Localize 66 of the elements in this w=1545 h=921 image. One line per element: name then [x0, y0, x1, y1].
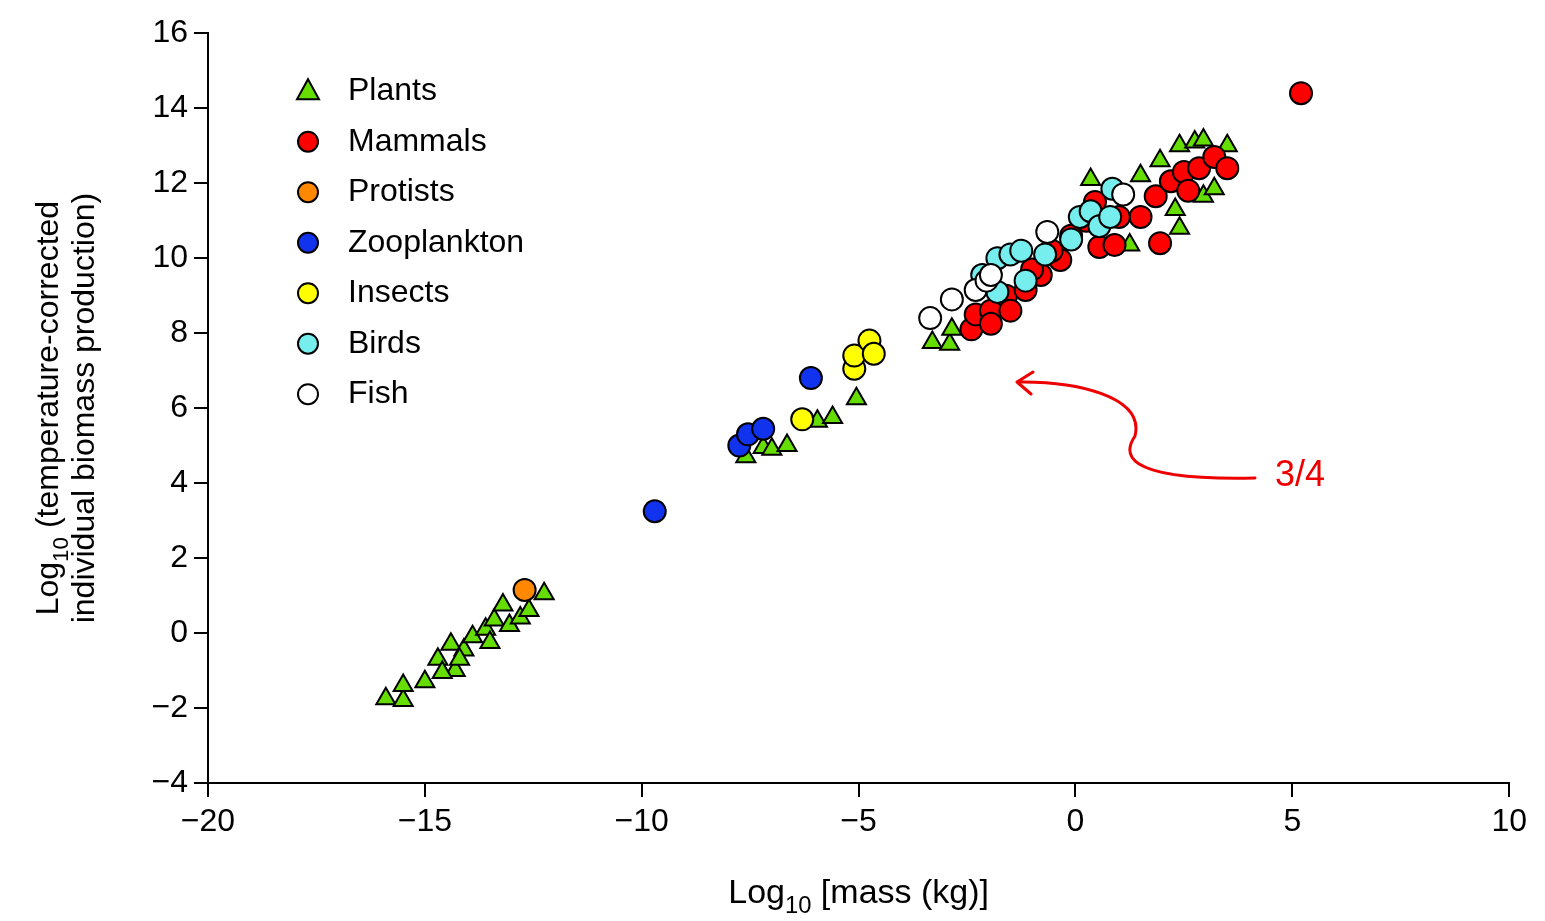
point	[1033, 242, 1058, 267]
point	[1143, 184, 1168, 209]
y-tick-label: 16	[152, 13, 188, 50]
point	[822, 405, 844, 424]
point	[479, 630, 501, 649]
x-tick-label: −5	[840, 802, 877, 839]
point	[939, 287, 964, 312]
point	[978, 311, 1003, 336]
y-tick-label: 14	[152, 88, 188, 125]
point	[918, 306, 943, 331]
point	[761, 437, 783, 456]
y-tick-label: −2	[151, 687, 188, 724]
y-tick-label: 12	[152, 162, 188, 199]
x-tick-label: 10	[1491, 802, 1527, 839]
point	[518, 598, 540, 618]
point	[776, 433, 798, 453]
x-tick-label: 5	[1283, 802, 1302, 839]
point	[751, 416, 776, 441]
point	[845, 386, 867, 406]
point	[1176, 178, 1201, 203]
y-tick-label: 4	[170, 462, 188, 499]
x-tick-label: 0	[1066, 802, 1085, 839]
y-tick-label: 6	[170, 387, 188, 424]
point	[1098, 204, 1123, 229]
point	[431, 660, 453, 679]
point	[1215, 156, 1240, 181]
point	[1187, 156, 1212, 181]
point	[462, 624, 484, 644]
point	[1009, 238, 1034, 263]
y-tick-label: 10	[152, 237, 188, 274]
point	[512, 577, 537, 602]
y-tick-label: 8	[170, 312, 188, 349]
point	[533, 581, 555, 601]
point	[1013, 268, 1038, 293]
point	[492, 592, 514, 612]
point	[978, 263, 1003, 288]
point	[440, 632, 462, 651]
point	[998, 298, 1023, 323]
point	[1035, 219, 1060, 244]
legend-label: Insects	[348, 273, 450, 310]
point	[1289, 81, 1314, 106]
y-tick-label: 0	[170, 612, 188, 649]
point	[449, 647, 471, 666]
point	[1148, 231, 1173, 256]
point	[392, 673, 414, 693]
point	[798, 366, 823, 391]
legend-label: Birds	[348, 323, 421, 360]
y-tick-label: 2	[170, 537, 188, 574]
point	[1111, 182, 1136, 207]
point	[1128, 204, 1153, 229]
point	[414, 669, 436, 689]
y-tick-label: −4	[151, 762, 188, 799]
legend-label: Mammals	[348, 121, 487, 158]
x-tick-label: −10	[614, 802, 669, 839]
x-tick-label: −20	[180, 802, 236, 839]
annotation: 3/4	[1274, 452, 1326, 494]
legend-label: Zooplankton	[348, 222, 525, 259]
legend-label: Plants	[348, 71, 437, 108]
legend-label: Fish	[348, 374, 409, 411]
point	[861, 341, 886, 366]
point	[1059, 227, 1084, 252]
point	[1102, 233, 1127, 258]
legend-label: Protists	[348, 172, 455, 209]
point	[375, 686, 397, 706]
point	[790, 407, 815, 432]
x-tick-label: −15	[397, 802, 453, 839]
